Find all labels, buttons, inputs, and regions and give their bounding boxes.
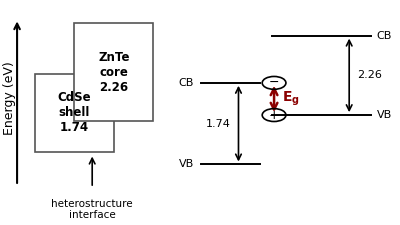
Text: heterostructure
interface: heterostructure interface (51, 199, 133, 220)
Text: VB: VB (377, 110, 392, 120)
Text: CB: CB (178, 78, 194, 88)
Text: ZnTe
core
2.26: ZnTe core 2.26 (98, 51, 130, 94)
Text: Energy (eV): Energy (eV) (3, 61, 16, 135)
Text: $\mathbf{E_g}$: $\mathbf{E_g}$ (282, 90, 300, 108)
Text: CB: CB (377, 31, 392, 41)
Text: −: − (269, 76, 279, 89)
Text: +: + (269, 109, 279, 122)
FancyBboxPatch shape (35, 74, 114, 151)
Text: CdSe
shell
1.74: CdSe shell 1.74 (58, 91, 91, 134)
Text: VB: VB (178, 159, 194, 169)
Text: 2.26: 2.26 (357, 70, 382, 80)
FancyBboxPatch shape (74, 23, 154, 122)
Text: 1.74: 1.74 (206, 119, 230, 129)
